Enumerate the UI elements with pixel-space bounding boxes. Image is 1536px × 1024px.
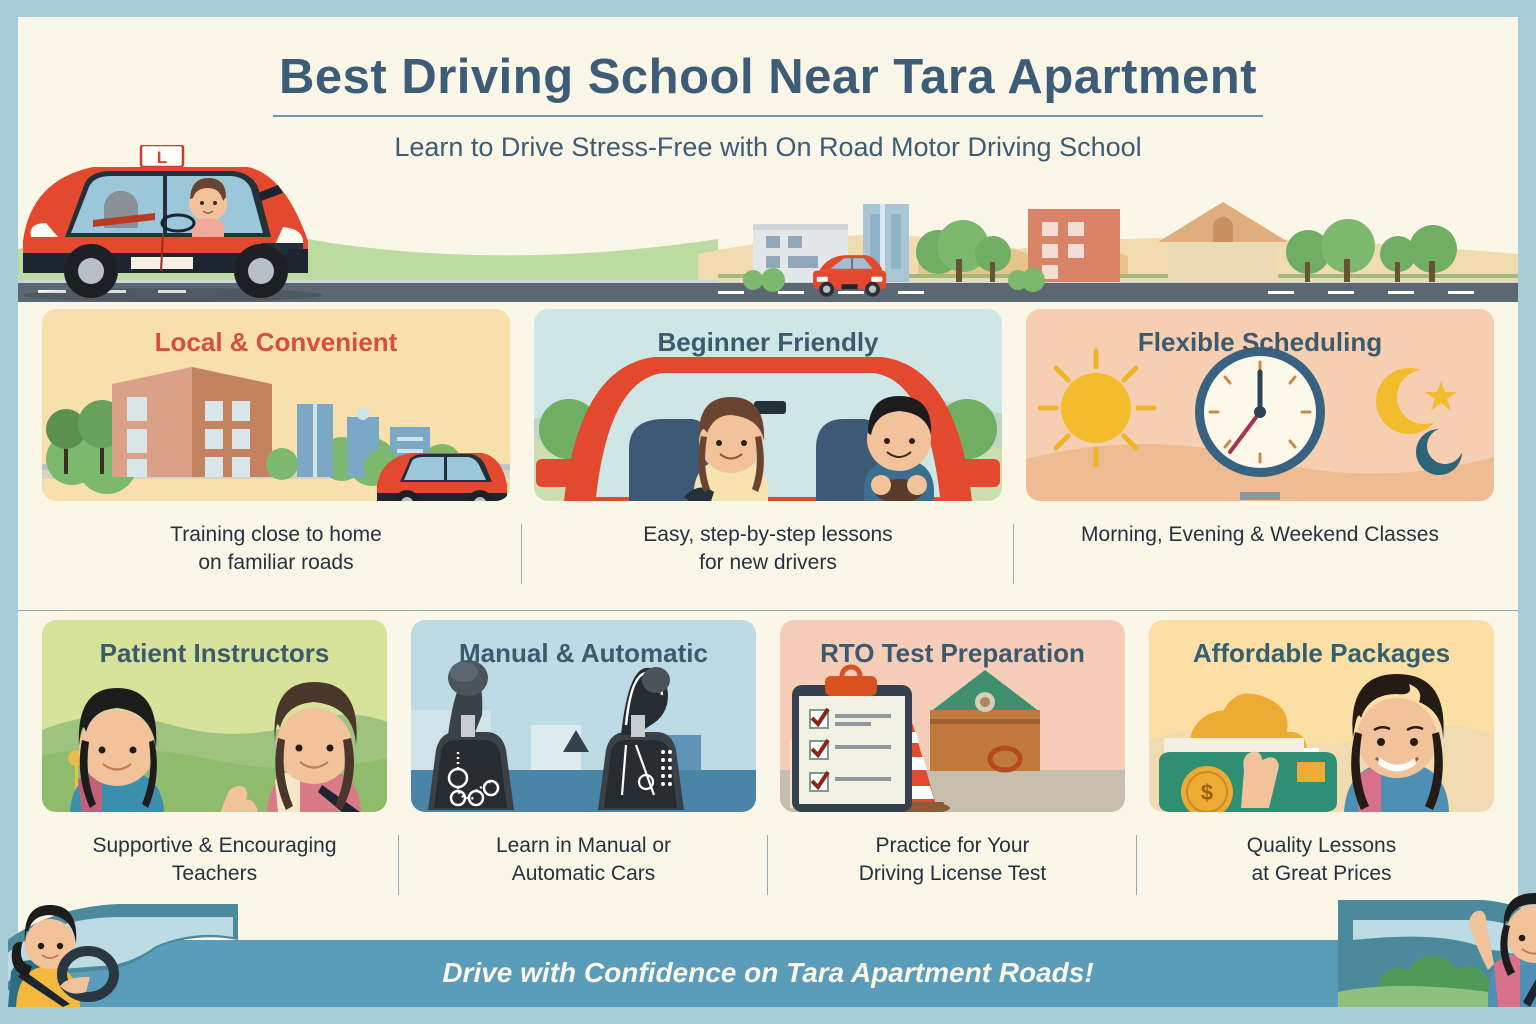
svg-text:$: $ xyxy=(1201,780,1213,805)
svg-text:L: L xyxy=(157,148,167,167)
